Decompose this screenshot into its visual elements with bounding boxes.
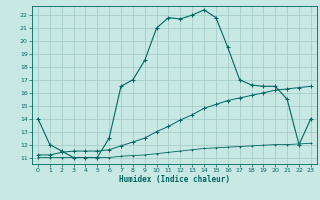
X-axis label: Humidex (Indice chaleur): Humidex (Indice chaleur) bbox=[119, 175, 230, 184]
